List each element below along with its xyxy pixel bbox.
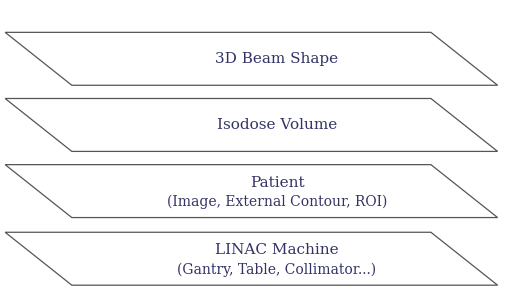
Text: Isodose Volume: Isodose Volume [217,118,337,132]
Text: LINAC Machine: LINAC Machine [215,243,339,258]
Text: Patient: Patient [250,176,304,190]
Text: 3D Beam Shape: 3D Beam Shape [215,52,339,66]
Text: (Image, External Contour, ROI): (Image, External Contour, ROI) [167,195,387,209]
Polygon shape [5,98,498,151]
Polygon shape [5,165,498,218]
Polygon shape [5,32,498,85]
Polygon shape [5,232,498,285]
Text: (Gantry, Table, Collimator...): (Gantry, Table, Collimator...) [177,263,377,277]
